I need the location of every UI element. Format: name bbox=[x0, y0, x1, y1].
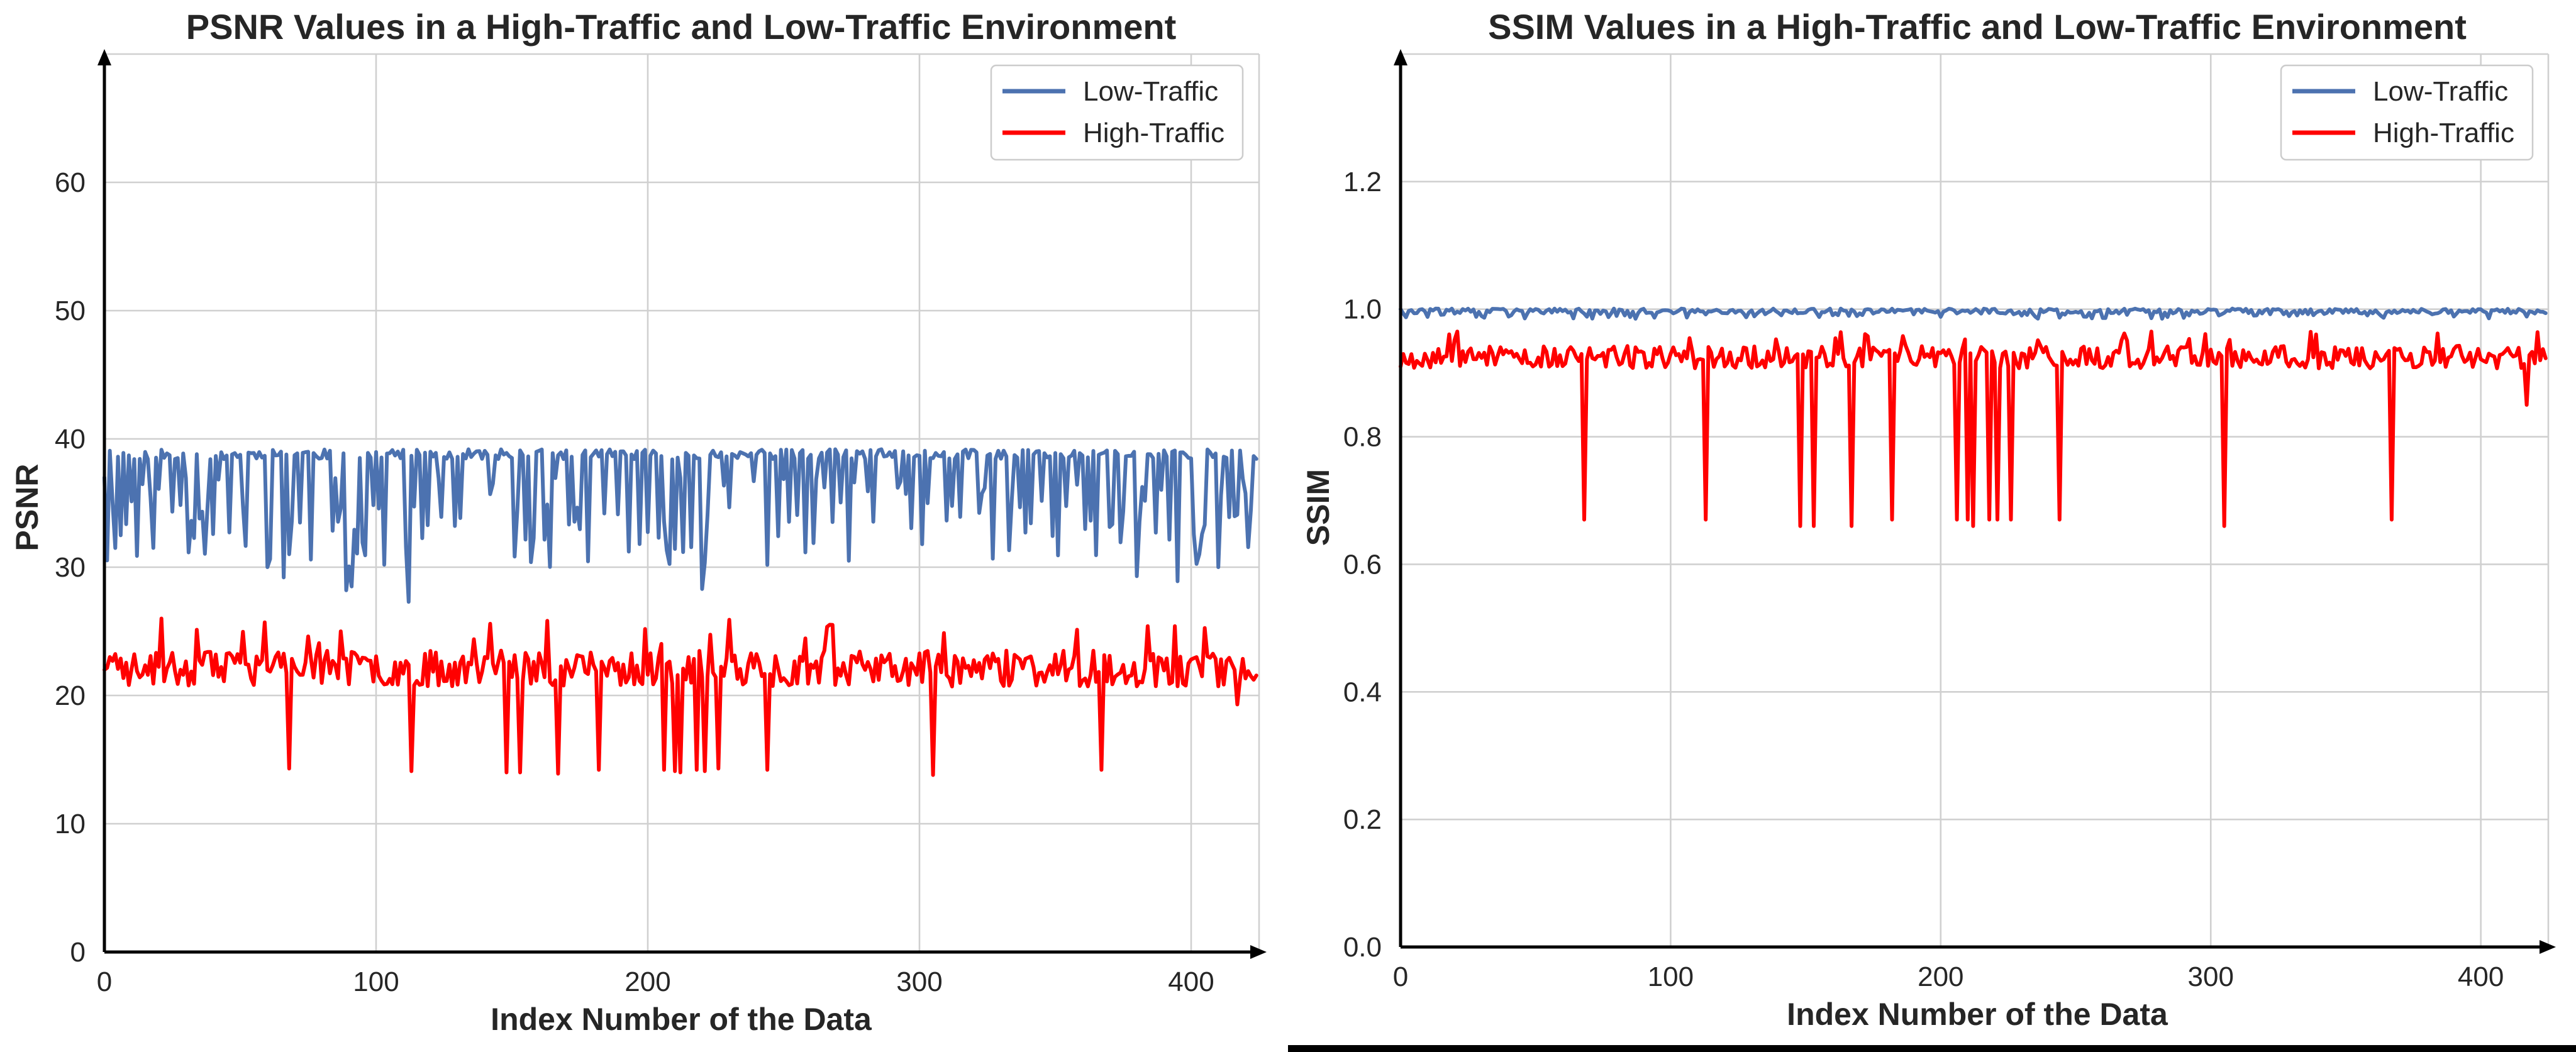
psnr-high-traffic-line bbox=[103, 616, 1258, 777]
ssim-x-tick-label-2: 200 bbox=[1918, 961, 1963, 992]
ssim-high-traffic-line bbox=[1399, 329, 2548, 528]
psnr-legend: Low-Traffic High-Traffic bbox=[990, 64, 1244, 161]
psnr-legend-high-traffic-label: High-Traffic bbox=[1083, 118, 1224, 148]
psnr-tick-labels: 0 100 200 300 400 0 10 20 30 40 50 60 bbox=[55, 167, 1214, 997]
ssim-legend-low-traffic-label: Low-Traffic bbox=[2373, 76, 2508, 107]
ssim-y-axis-label: SSIM bbox=[1301, 469, 1336, 546]
bottom-rule bbox=[1288, 1045, 2576, 1052]
ssim-x-axis-label: Index Number of the Data bbox=[1787, 997, 2168, 1032]
ssim-y-axis-arrow bbox=[1394, 49, 1407, 65]
psnr-y-tick-label-2: 20 bbox=[55, 680, 86, 711]
ssim-x-tick-label-3: 300 bbox=[2188, 961, 2234, 992]
psnr-chart-title: PSNR Values in a High-Traffic and Low-Tr… bbox=[186, 7, 1176, 47]
psnr-series bbox=[103, 447, 1258, 777]
psnr-axes bbox=[97, 49, 1267, 959]
ssim-x-tick-label-4: 400 bbox=[2458, 961, 2504, 992]
psnr-x-tick-label-4: 400 bbox=[1168, 966, 1214, 997]
psnr-x-axis-label: Index Number of the Data bbox=[491, 1002, 872, 1037]
psnr-x-tick-label-2: 200 bbox=[625, 966, 670, 997]
psnr-y-tick-label-3: 30 bbox=[55, 552, 86, 583]
ssim-legend-high-traffic-label: High-Traffic bbox=[2373, 118, 2514, 148]
ssim-legend: Low-Traffic High-Traffic bbox=[2280, 64, 2534, 161]
psnr-x-axis-arrow bbox=[1250, 945, 1267, 959]
ssim-y-tick-label-5: 1.0 bbox=[1343, 294, 1382, 325]
ssim-low-traffic-line bbox=[1399, 306, 2548, 321]
ssim-panel: 0 100 200 300 400 0.0 0.2 0.4 0.6 0.8 1.0 1.2 SSIM … bbox=[1301, 7, 2556, 1032]
psnr-panel: 0 100 200 300 400 0 10 20 30 40 50 60 PSNR Values i… bbox=[9, 7, 1267, 1037]
psnr-x-tick-label-0: 0 bbox=[97, 966, 112, 997]
ssim-chart-title: SSIM Values in a High-Traffic and Low-Tr… bbox=[1488, 7, 2467, 47]
ssim-y-tick-label-4: 0.8 bbox=[1343, 422, 1382, 453]
psnr-x-tick-label-3: 300 bbox=[896, 966, 942, 997]
psnr-y-axis-label: PSNR bbox=[9, 464, 45, 551]
psnr-x-tick-label-1: 100 bbox=[353, 966, 399, 997]
ssim-x-tick-label-1: 100 bbox=[1648, 961, 1694, 992]
psnr-y-tick-label-5: 50 bbox=[55, 296, 86, 326]
psnr-y-tick-label-4: 40 bbox=[55, 424, 86, 455]
ssim-x-tick-label-0: 0 bbox=[1393, 961, 1408, 992]
ssim-series bbox=[1399, 306, 2548, 528]
ssim-tick-labels: 0 100 200 300 400 0.0 0.2 0.4 0.6 0.8 1.0 1.2 bbox=[1343, 167, 2504, 992]
psnr-y-tick-label-1: 10 bbox=[55, 809, 86, 839]
psnr-y-tick-label-0: 0 bbox=[70, 937, 86, 968]
ssim-y-tick-label-6: 1.2 bbox=[1343, 167, 1382, 197]
psnr-y-tick-label-6: 60 bbox=[55, 167, 86, 198]
ssim-y-tick-label-2: 0.4 bbox=[1343, 677, 1382, 707]
psnr-low-traffic-line bbox=[103, 447, 1258, 604]
psnr-y-axis-arrow bbox=[97, 49, 111, 65]
ssim-y-tick-label-1: 0.2 bbox=[1343, 804, 1382, 835]
ssim-x-axis-arrow bbox=[2540, 940, 2556, 954]
ssim-y-tick-label-0: 0.0 bbox=[1343, 932, 1382, 963]
ssim-axes bbox=[1394, 49, 2556, 954]
ssim-y-tick-label-3: 0.6 bbox=[1343, 549, 1382, 580]
psnr-legend-low-traffic-label: Low-Traffic bbox=[1083, 76, 1218, 107]
